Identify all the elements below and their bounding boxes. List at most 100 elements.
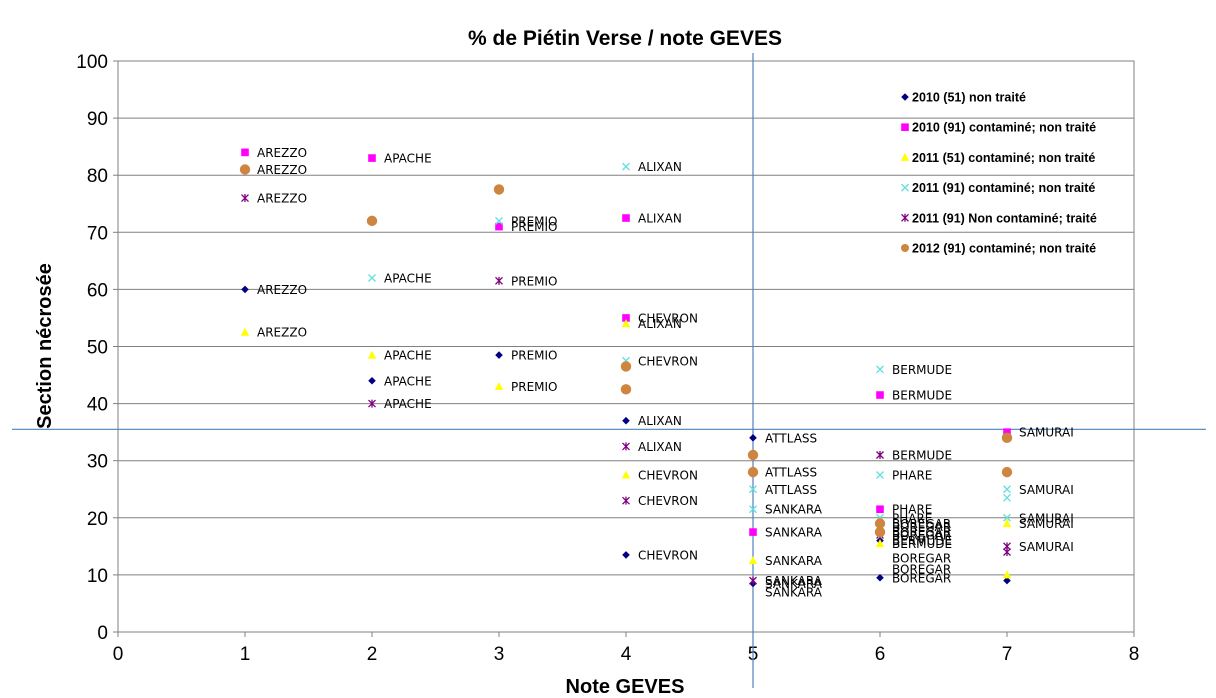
point-label: APACHE — [384, 152, 432, 166]
point-label: BOREGAR — [892, 571, 951, 585]
point-label: ATTLASS — [765, 431, 817, 445]
data-point — [366, 215, 378, 227]
point-label: SANKARA — [765, 526, 823, 540]
legend-label: 2011 (91) Non contaminé; traité — [912, 211, 1097, 225]
point-label: ALIXAN — [638, 440, 682, 454]
point-label: ATTLASS — [765, 466, 817, 480]
data-point — [1003, 576, 1011, 585]
point-label: BOREGAR — [892, 551, 951, 565]
point-label: SANKARA — [765, 577, 823, 591]
point-label: ALIXAN — [638, 212, 682, 226]
point-label: PHARE — [892, 511, 932, 525]
point-label: SANKARA — [765, 574, 823, 588]
data-point — [241, 148, 249, 157]
data-point — [749, 505, 757, 514]
data-point — [876, 470, 884, 479]
y-tick-label: 40 — [87, 395, 108, 416]
point-label: PHARE — [892, 503, 932, 517]
data-point — [368, 154, 376, 162]
point-label: APACHE — [384, 397, 432, 411]
y-tick-label: 90 — [87, 109, 108, 130]
y-tick-label: 20 — [87, 509, 108, 530]
data-point — [241, 285, 249, 294]
legend-entry: 2011 (51) contaminé; non traité — [900, 151, 1095, 165]
data-point — [367, 350, 377, 359]
data-point — [622, 214, 630, 222]
point-label: BERMUDE — [892, 389, 952, 403]
data-point — [495, 276, 503, 285]
point-label: CHEVRON — [638, 354, 698, 368]
point-label: CHEVRON — [638, 468, 698, 482]
y-axis-title: Section nécrosée — [34, 263, 56, 429]
point-label: SAMURAI — [1019, 511, 1074, 525]
legend-label: 2010 (51) non traité — [912, 91, 1026, 105]
point-label: APACHE — [384, 374, 432, 388]
point-label: PHARE — [892, 468, 932, 482]
x-tick-label: 0 — [113, 644, 124, 665]
data-point — [495, 216, 503, 225]
point-label: CHEVRON — [638, 494, 698, 508]
point-label: SANKARA — [765, 554, 823, 568]
point-label: PREMIO — [511, 274, 558, 288]
data-point — [1003, 428, 1011, 436]
x-axis-title: Note GEVES — [566, 676, 685, 698]
legend-entry: 2010 (91) contaminé; non traité — [901, 121, 1096, 135]
data-point — [748, 556, 758, 565]
point-label: CHEVRON — [638, 311, 698, 325]
x-tick-label: 7 — [1002, 644, 1013, 665]
data-point — [874, 518, 886, 529]
data-point — [494, 381, 504, 390]
data-point — [1003, 485, 1011, 494]
point-label: BOREGAR — [892, 526, 951, 540]
data-point — [1003, 513, 1011, 522]
point-label: BOREGAR — [892, 520, 951, 534]
y-tick-label: 100 — [76, 52, 108, 73]
data-point — [621, 319, 631, 328]
point-label: SANKARA — [765, 503, 823, 517]
data-point — [495, 222, 503, 231]
data-point — [747, 449, 759, 461]
data-point — [876, 505, 884, 514]
data-point — [749, 528, 757, 536]
data-point — [1003, 493, 1011, 502]
y-tick-label: 80 — [87, 166, 108, 187]
y-tick-label: 50 — [87, 338, 108, 359]
x-tick-label: 8 — [1129, 644, 1140, 665]
data-point — [622, 162, 630, 171]
point-label: CHEVRON — [638, 548, 698, 562]
series-3 — [240, 319, 1012, 579]
point-label: PREMIO — [511, 214, 558, 228]
reference-lines — [12, 53, 1206, 688]
data-point — [622, 442, 630, 451]
data-point — [749, 434, 757, 442]
legend-marker — [901, 183, 909, 192]
point-label: BOREGAR — [892, 517, 951, 531]
data-point — [621, 470, 631, 479]
data-point — [876, 391, 884, 399]
data-point — [1001, 432, 1013, 444]
point-label: AREZZO — [257, 146, 307, 160]
legend-marker — [900, 152, 910, 161]
y-tick-label: 70 — [87, 223, 108, 244]
legend-marker — [901, 244, 909, 252]
data-point — [1001, 466, 1013, 478]
y-tick-label: 60 — [87, 280, 108, 301]
legend-label: 2012 (91) contaminé; non traité — [912, 242, 1096, 256]
data-point — [493, 184, 505, 195]
point-labels: AREZZOAPACHEPREMIOALIXANCHEVRONATTLASSSA… — [257, 146, 1074, 600]
chart-title: % de Piétin Verse / note GEVES — [468, 27, 782, 50]
data-point — [875, 538, 885, 547]
data-point — [620, 361, 632, 372]
point-label: BERMUDE — [892, 448, 952, 462]
point-label: SAMURAI — [1019, 483, 1074, 497]
data-point — [495, 351, 503, 359]
point-label: APACHE — [384, 349, 432, 363]
point-label: ATTLASS — [765, 483, 817, 497]
data-point — [1002, 570, 1012, 579]
point-label: APACHE — [384, 271, 432, 285]
data-point — [749, 576, 757, 585]
y-tick-label: 30 — [87, 452, 108, 473]
point-label: ALIXAN — [638, 317, 682, 331]
